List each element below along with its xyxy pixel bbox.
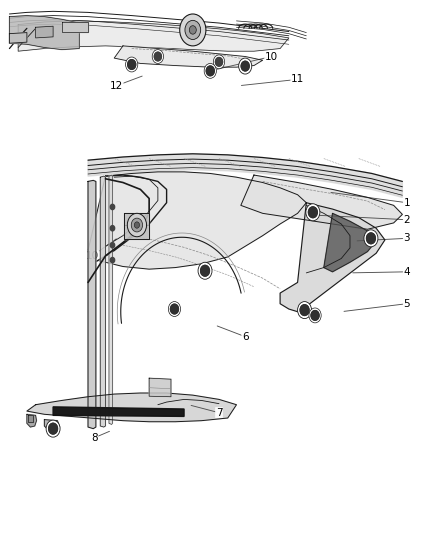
Circle shape bbox=[206, 66, 214, 76]
Circle shape bbox=[309, 308, 321, 323]
Circle shape bbox=[297, 302, 311, 319]
Polygon shape bbox=[53, 407, 184, 416]
Circle shape bbox=[241, 61, 249, 71]
Circle shape bbox=[110, 257, 115, 263]
Circle shape bbox=[189, 26, 196, 34]
Circle shape bbox=[311, 311, 319, 320]
Polygon shape bbox=[18, 21, 289, 51]
Polygon shape bbox=[149, 378, 171, 397]
Polygon shape bbox=[280, 203, 385, 312]
Polygon shape bbox=[324, 213, 376, 272]
Circle shape bbox=[308, 207, 317, 217]
Polygon shape bbox=[10, 33, 27, 43]
Polygon shape bbox=[114, 46, 263, 67]
Polygon shape bbox=[28, 415, 33, 422]
Polygon shape bbox=[124, 213, 149, 239]
Circle shape bbox=[46, 420, 60, 437]
Polygon shape bbox=[27, 393, 237, 422]
Circle shape bbox=[311, 311, 319, 320]
Circle shape bbox=[128, 60, 136, 69]
Text: 6: 6 bbox=[242, 332, 248, 342]
Text: 2: 2 bbox=[403, 215, 410, 225]
Text: 4: 4 bbox=[403, 267, 410, 277]
Circle shape bbox=[198, 262, 212, 279]
Circle shape bbox=[152, 50, 163, 63]
Circle shape bbox=[367, 233, 375, 244]
Circle shape bbox=[367, 233, 375, 244]
Polygon shape bbox=[88, 154, 403, 197]
Polygon shape bbox=[27, 414, 36, 427]
Circle shape bbox=[126, 57, 138, 72]
Circle shape bbox=[170, 304, 178, 314]
Circle shape bbox=[49, 423, 57, 434]
Text: 11: 11 bbox=[291, 75, 304, 84]
Polygon shape bbox=[88, 172, 306, 269]
Circle shape bbox=[241, 61, 249, 71]
Circle shape bbox=[201, 265, 209, 276]
Text: 7: 7 bbox=[215, 408, 223, 418]
Polygon shape bbox=[62, 22, 88, 31]
Text: 1: 1 bbox=[403, 198, 410, 208]
Circle shape bbox=[204, 63, 216, 78]
Circle shape bbox=[110, 204, 115, 209]
Circle shape bbox=[134, 222, 140, 228]
Polygon shape bbox=[88, 180, 96, 429]
Polygon shape bbox=[100, 176, 106, 427]
Circle shape bbox=[308, 207, 317, 217]
Text: 10: 10 bbox=[265, 52, 278, 61]
Circle shape bbox=[201, 265, 209, 276]
Circle shape bbox=[128, 60, 136, 69]
Circle shape bbox=[168, 302, 180, 317]
Circle shape bbox=[49, 423, 57, 434]
Polygon shape bbox=[109, 175, 113, 424]
Circle shape bbox=[110, 243, 115, 248]
Circle shape bbox=[239, 58, 252, 74]
Circle shape bbox=[364, 230, 378, 247]
Text: 8: 8 bbox=[91, 433, 98, 443]
Text: 3: 3 bbox=[403, 233, 410, 244]
Polygon shape bbox=[10, 15, 79, 50]
Text: 10: 10 bbox=[86, 251, 99, 261]
Circle shape bbox=[215, 58, 223, 66]
Polygon shape bbox=[35, 26, 53, 38]
Circle shape bbox=[213, 55, 225, 69]
Circle shape bbox=[306, 204, 320, 221]
Circle shape bbox=[185, 20, 201, 39]
Text: 12: 12 bbox=[110, 81, 123, 91]
Circle shape bbox=[215, 58, 223, 66]
Circle shape bbox=[206, 66, 214, 76]
Circle shape bbox=[170, 304, 178, 314]
Circle shape bbox=[154, 52, 161, 61]
Polygon shape bbox=[241, 175, 403, 229]
Circle shape bbox=[300, 305, 309, 316]
Circle shape bbox=[300, 305, 309, 316]
Circle shape bbox=[154, 52, 161, 61]
Circle shape bbox=[180, 14, 206, 46]
Circle shape bbox=[110, 225, 115, 231]
Circle shape bbox=[127, 213, 147, 237]
Circle shape bbox=[131, 218, 143, 232]
Polygon shape bbox=[44, 419, 60, 432]
Text: 5: 5 bbox=[403, 298, 410, 309]
